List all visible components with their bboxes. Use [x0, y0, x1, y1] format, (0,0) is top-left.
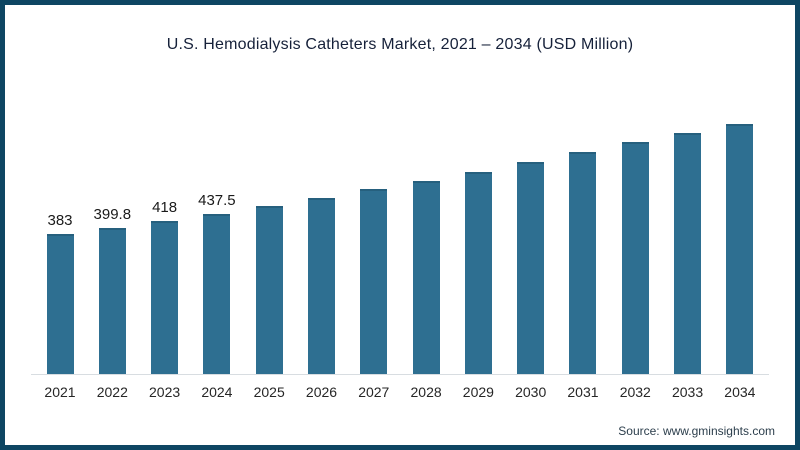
bar-column [401, 159, 451, 374]
bar-column [244, 184, 294, 374]
x-axis-tick-label: 2028 [410, 384, 442, 400]
x-axis-tick-label: 2034 [724, 384, 756, 400]
bar-column [663, 111, 713, 374]
x-axis-tick-label: 2033 [671, 384, 704, 400]
x-axis-tick-label: 2026 [305, 384, 338, 400]
bar-value-label: 399.8 [93, 206, 132, 223]
x-axis-tick-label: 2027 [358, 384, 390, 400]
x-axis-tick-label: 2022 [96, 384, 128, 400]
bar-column [349, 167, 399, 374]
x-axis-tick-label: 2030 [515, 384, 547, 400]
x-axis-tick-label: 2023 [149, 384, 181, 400]
bar [569, 152, 597, 374]
bar-column: 399.8 [87, 206, 137, 374]
x-axis-tick-label: 2021 [44, 384, 76, 400]
bar-value-label: 437.5 [198, 192, 236, 209]
x-axis-tick-label: 2031 [567, 384, 599, 400]
plot-area: 383 399.8 418 437.5 [31, 93, 769, 375]
bar-column [558, 130, 608, 374]
bar [517, 162, 545, 374]
bar [203, 214, 231, 374]
bar-column [296, 176, 346, 374]
chart-title: U.S. Hemodialysis Catheters Market, 2021… [166, 36, 634, 53]
bar [360, 189, 388, 374]
bar [46, 234, 74, 374]
bar-column [610, 120, 660, 374]
bar-value-label: 418 [152, 199, 178, 216]
bar-value-label: 383 [47, 212, 73, 229]
bar [621, 142, 649, 374]
x-axis-tick-label: 2032 [619, 384, 651, 400]
bar-column: 418 [140, 199, 190, 374]
x-axis-tick-label: 2025 [253, 384, 285, 400]
bar-column [506, 140, 556, 374]
x-axis-labels: 2021 2022 2023 2024 2025 2026 2027 2028 2029 2030… [31, 375, 769, 400]
bar [98, 228, 126, 374]
bar [151, 221, 179, 374]
bar [307, 198, 335, 374]
bar [464, 172, 492, 374]
x-axis-tick-label: 2024 [201, 384, 233, 400]
bar [412, 181, 440, 374]
chart-area: 383 399.8 418 437.5 2021 2022 2023 2024 2025 202… [31, 93, 769, 400]
x-axis-tick-label: 2029 [462, 384, 494, 400]
bar-column: 437.5 [192, 192, 242, 374]
bar [674, 133, 702, 374]
bar-column [453, 150, 503, 374]
bar [726, 124, 754, 374]
bar [255, 206, 283, 374]
bar-column [715, 102, 765, 374]
bar-column: 383 [35, 212, 85, 374]
source-attribution: Source: www.gminsights.com [618, 424, 775, 438]
